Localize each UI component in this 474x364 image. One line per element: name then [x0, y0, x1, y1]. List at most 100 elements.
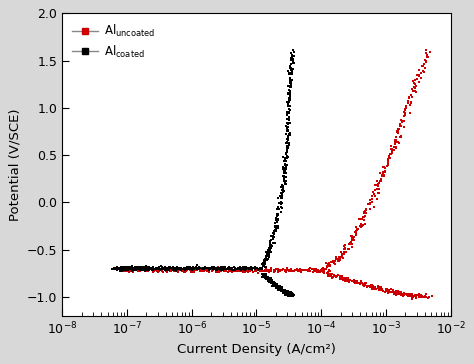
- Point: [394, 128, 402, 134]
- Point: [360, 282, 367, 288]
- Point: [282, 174, 289, 179]
- Point: [277, 284, 285, 290]
- Point: [285, 120, 293, 126]
- Point: [255, 266, 262, 272]
- Point: [284, 127, 292, 133]
- Point: [375, 186, 383, 191]
- Point: [386, 155, 394, 161]
- Point: [283, 170, 290, 175]
- Point: [424, 55, 431, 60]
- Point: [287, 82, 295, 88]
- Point: [115, 265, 123, 271]
- Point: [325, 263, 332, 269]
- Point: [279, 284, 286, 290]
- Point: [286, 289, 294, 295]
- Point: [263, 275, 271, 281]
- Point: [237, 267, 244, 273]
- Point: [278, 287, 286, 293]
- Point: [288, 80, 295, 86]
- Point: [368, 284, 375, 290]
- Point: [339, 277, 347, 283]
- Point: [320, 268, 328, 273]
- Point: [392, 136, 400, 142]
- Point: [362, 281, 369, 287]
- Point: [231, 267, 239, 273]
- Point: [376, 170, 384, 176]
- Point: [213, 268, 221, 273]
- Point: [264, 278, 272, 284]
- Point: [268, 278, 276, 284]
- Point: [146, 265, 153, 271]
- Point: [132, 265, 139, 271]
- Point: [283, 290, 290, 296]
- Point: [385, 153, 393, 159]
- Point: [289, 268, 296, 274]
- Point: [284, 90, 292, 96]
- Point: [220, 265, 228, 271]
- Point: [181, 265, 189, 271]
- Point: [134, 265, 141, 271]
- Point: [391, 147, 398, 153]
- Point: [122, 268, 129, 274]
- Point: [287, 290, 295, 296]
- Point: [193, 262, 201, 268]
- Point: [116, 268, 123, 274]
- Point: [286, 291, 293, 297]
- Point: [338, 253, 346, 258]
- Point: [110, 265, 118, 271]
- Point: [281, 167, 289, 173]
- Point: [287, 57, 295, 63]
- Point: [392, 290, 399, 296]
- Point: [121, 265, 128, 270]
- Point: [401, 124, 408, 130]
- Point: [264, 251, 271, 257]
- Point: [284, 290, 292, 296]
- Point: [285, 292, 293, 298]
- Point: [216, 265, 223, 271]
- Point: [122, 265, 130, 270]
- Point: [408, 94, 416, 100]
- Point: [112, 266, 119, 272]
- Point: [349, 237, 356, 243]
- Point: [353, 278, 360, 284]
- Point: [395, 290, 403, 296]
- Point: [134, 265, 142, 271]
- Point: [363, 281, 370, 286]
- Point: [274, 205, 282, 211]
- Point: [218, 267, 225, 273]
- Point: [349, 236, 357, 242]
- Point: [171, 267, 179, 273]
- Point: [408, 296, 416, 301]
- Point: [420, 69, 428, 75]
- Point: [221, 264, 229, 270]
- Point: [404, 98, 411, 104]
- Point: [401, 110, 409, 116]
- Point: [326, 272, 333, 278]
- Point: [284, 290, 292, 296]
- Point: [176, 267, 184, 273]
- Point: [114, 265, 121, 271]
- Point: [284, 103, 292, 108]
- Point: [237, 267, 245, 273]
- Point: [271, 282, 279, 288]
- Point: [283, 290, 290, 296]
- Point: [329, 258, 337, 264]
- Point: [247, 267, 255, 273]
- Point: [246, 268, 253, 274]
- Point: [384, 287, 392, 293]
- Point: [166, 264, 174, 270]
- Point: [416, 294, 423, 300]
- Point: [206, 266, 214, 272]
- Point: [146, 265, 153, 271]
- Point: [411, 88, 419, 94]
- Point: [182, 268, 190, 273]
- Point: [272, 215, 280, 221]
- Point: [288, 78, 295, 83]
- Point: [397, 123, 404, 128]
- Point: [276, 200, 283, 206]
- Point: [176, 266, 184, 272]
- Point: [382, 165, 389, 171]
- Point: [360, 209, 367, 215]
- Point: [232, 268, 239, 273]
- Point: [139, 264, 146, 270]
